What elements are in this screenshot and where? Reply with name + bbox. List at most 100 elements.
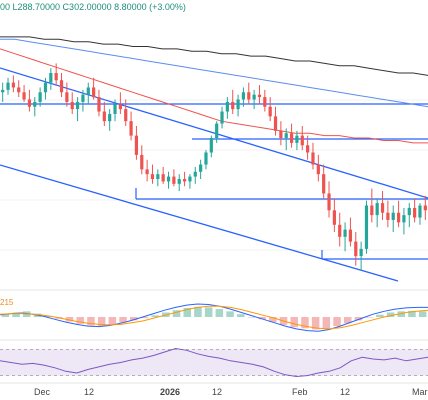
macd-histogram-bar	[183, 307, 191, 317]
candle-body	[247, 92, 251, 100]
macd-histogram-bar	[226, 311, 234, 317]
macd-histogram-bar	[322, 317, 331, 329]
macd-histogram-bar	[311, 317, 320, 330]
candle-body	[166, 176, 171, 182]
candle-body	[108, 113, 112, 122]
candle-body	[380, 203, 385, 213]
candle-body	[322, 174, 326, 194]
candle-body	[113, 104, 117, 114]
candle-body	[370, 205, 374, 216]
macd-histogram-bar	[386, 312, 395, 317]
macd-histogram-bar	[354, 317, 363, 321]
macd-histogram-bar	[215, 309, 224, 317]
candle-body	[182, 179, 187, 182]
candle-body	[311, 152, 315, 165]
candle-body	[118, 104, 122, 110]
x-tick-feb: Feb	[292, 387, 308, 397]
candle-body	[140, 154, 144, 170]
macd-histogram-bar	[76, 317, 84, 324]
candle-body	[124, 109, 128, 122]
rsi-band	[0, 349, 428, 376]
macd-histogram-bar	[172, 310, 181, 317]
candle-body	[86, 87, 90, 95]
candle-body	[386, 212, 390, 220]
candle-body	[92, 87, 96, 98]
candle-body	[316, 164, 320, 175]
candle-body	[54, 73, 58, 81]
moving-averages	[0, 36, 428, 144]
macd-histogram-bar	[376, 314, 384, 317]
x-axis-ticks: Dec 12 2026 12 Feb 12 Mar	[34, 387, 428, 397]
candle-body	[348, 229, 353, 242]
macd-histogram-bar	[130, 317, 138, 321]
macd-histogram-bar	[204, 307, 213, 317]
candle-body	[396, 212, 401, 223]
candle-body	[418, 205, 422, 218]
rsi-pane	[0, 347, 428, 378]
candle-body	[327, 193, 331, 211]
candle-body	[81, 94, 85, 102]
candle-body	[209, 138, 213, 153]
macd-histogram-bar	[269, 317, 277, 323]
macd-histogram-bar	[247, 317, 256, 318]
candle-body	[172, 176, 176, 184]
candle-body	[306, 145, 310, 153]
candle-body	[257, 94, 262, 98]
candle-body	[33, 101, 37, 107]
candle-body	[188, 176, 192, 182]
macd-signal-line	[0, 305, 428, 330]
candle-body	[375, 203, 379, 216]
candle-body	[38, 92, 42, 102]
candle-body	[204, 152, 208, 165]
candle-body	[215, 123, 219, 139]
candle-body	[263, 97, 267, 107]
candle-body	[300, 135, 304, 146]
macd-histogram-bar	[140, 317, 149, 319]
channel-upper-line[interactable]	[0, 67, 428, 199]
x-tick-mar: Mar	[412, 387, 428, 397]
candle-body	[70, 101, 74, 110]
candle-body	[332, 210, 336, 225]
candle-body	[289, 133, 294, 143]
macd-histogram-bar	[301, 317, 309, 329]
candle-body	[150, 174, 155, 179]
moving-average-line	[0, 36, 428, 76]
candle-body	[145, 169, 149, 175]
macd-histogram-bar	[237, 314, 245, 317]
macd-histogram-bar	[194, 306, 202, 317]
candle-body	[97, 97, 101, 112]
candle-body	[75, 101, 80, 110]
macd-histogram-bar	[397, 311, 405, 317]
macd-histogram-bar	[333, 317, 341, 327]
candle-body	[177, 179, 181, 184]
candle-body	[252, 94, 256, 100]
candle-body	[354, 241, 358, 257]
candle-body	[17, 87, 21, 93]
candle-body	[236, 99, 240, 110]
macd-histogram-bar	[1, 314, 10, 317]
x-tick-12: 12	[84, 387, 94, 397]
candle-body	[156, 174, 160, 179]
macd-histogram-bar	[408, 310, 416, 317]
candle-body	[59, 80, 64, 93]
candle-body	[284, 133, 288, 139]
candle-body	[241, 92, 246, 100]
candle-body	[220, 111, 224, 124]
macd-histogram-bar	[97, 317, 106, 327]
candle-body	[193, 171, 197, 177]
moving-average-line	[0, 48, 428, 144]
macd-pane	[0, 303, 428, 332]
moving-average-line	[0, 38, 428, 108]
candle-body	[22, 92, 26, 100]
candle-body	[43, 82, 48, 93]
rsi-line	[0, 347, 428, 378]
candle-body	[49, 73, 53, 83]
candle-body	[102, 111, 106, 122]
candle-body	[295, 135, 299, 143]
channel-lower-line[interactable]	[0, 164, 399, 282]
candle-body	[27, 99, 32, 107]
candle-body	[407, 207, 411, 216]
candle-body	[338, 224, 342, 237]
candle-body	[231, 101, 235, 110]
